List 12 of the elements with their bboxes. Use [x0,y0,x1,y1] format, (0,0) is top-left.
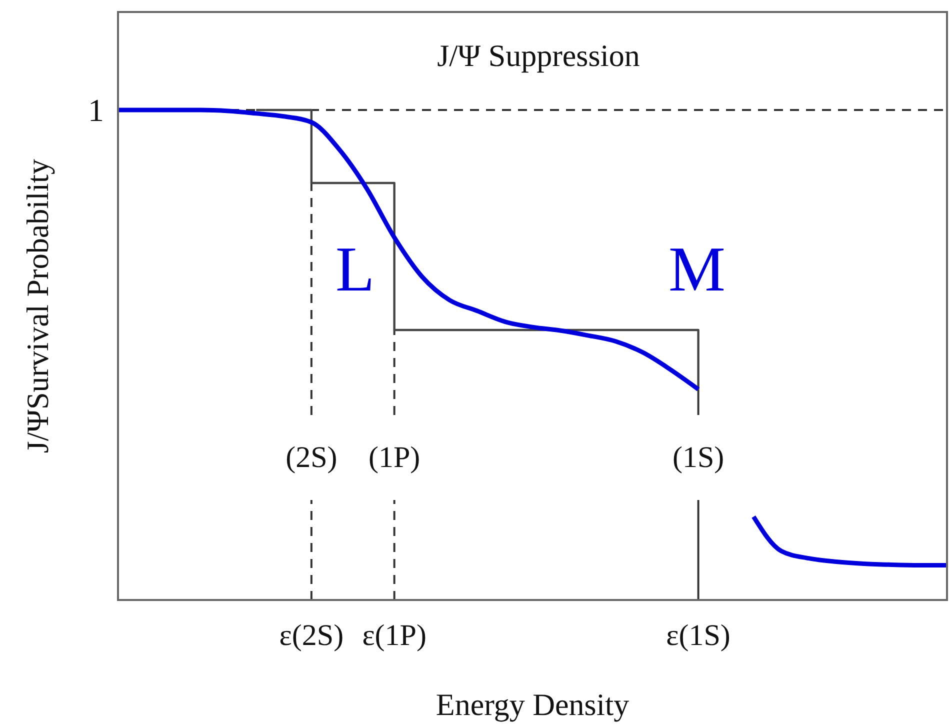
ref-line-label: (1P) [368,441,420,474]
chart-title: J/Ψ Suppression [437,38,640,73]
text: 1 [88,92,104,128]
ref-line-label: (1S) [672,441,724,474]
x-tick-label: ε(1P) [362,619,426,652]
annotation: M [668,233,726,304]
x-tick-label: ε(2S) [279,619,344,652]
annotation: L [335,233,375,304]
x-tick-label: ε(1S) [666,619,730,652]
ref-line-label: (2S) [286,441,338,474]
y-axis-title: J/ΨSurvival Probability [20,158,55,454]
x-axis-title: Energy Density [436,687,630,722]
